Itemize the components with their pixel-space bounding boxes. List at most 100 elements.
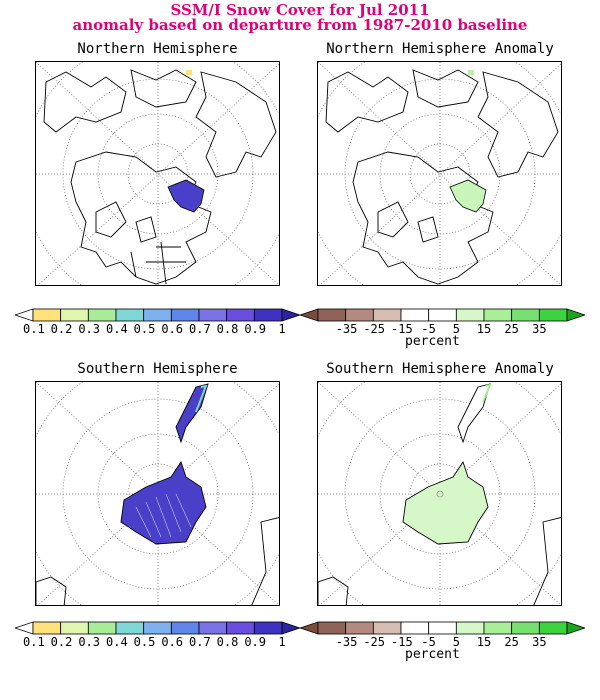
anomaly-colorbar-tick-label: 25 (504, 635, 519, 649)
anomaly-colorbar-tick-label: -35 (335, 635, 358, 649)
colorbar-anomaly-bottom (298, 620, 587, 639)
anomaly-colorbar-tick-label: 35 (532, 635, 547, 649)
colorbar-anomaly-top-ticks: -35 -25 -15 -5 5 15 25 35 (300, 322, 585, 338)
anomaly-colorbar-high-arrow (566, 621, 587, 635)
cover-colorbar-box (226, 308, 255, 322)
anomaly-colorbar-box (345, 621, 374, 635)
anomaly-colorbar-tick-label: 15 (476, 635, 492, 649)
anomaly-colorbar-box (483, 621, 513, 635)
anomaly-colorbar-box (538, 308, 568, 322)
colorbar-anomaly-top (298, 307, 587, 326)
anomaly-colorbar-box (511, 308, 540, 322)
cover-colorbar-tick-label: 0.3 (78, 322, 101, 336)
colorbar-cover-top (13, 307, 302, 326)
cover-colorbar-box (226, 621, 255, 635)
colorbar-unit-top: percent (405, 334, 460, 349)
cover-colorbar-tick-label: 0.4 (106, 322, 128, 336)
anomaly-colorbar-tick-label: 35 (532, 322, 547, 336)
panel-title-northern-hemisphere: Northern Hemisphere (77, 41, 238, 57)
anomaly-colorbar-low-arrow (298, 621, 319, 635)
cover-colorbar-tick-label: 1 (278, 635, 286, 649)
cover-colorbar-tick-label: 0.7 (189, 635, 211, 649)
cover-colorbar-box (170, 621, 200, 635)
cover-colorbar-box (60, 621, 89, 635)
cover-colorbar-tick-label: 0.9 (244, 322, 267, 336)
colorbar-anomaly-bottom-ticks: -35 -25 -15 -5 5 15 25 35 (300, 635, 585, 651)
anomaly-colorbar-tick-label: 15 (476, 322, 492, 336)
figure-title-line-2: anomaly based on departure from 1987-201… (72, 16, 528, 34)
anomaly-colorbar-box (455, 308, 485, 322)
anomaly-colorbar-box (345, 308, 374, 322)
cover-colorbar-tick-label: 0.8 (216, 635, 239, 649)
colorbar-cover-bottom-ticks: 0.1 0.2 0.3 0.4 0.5 0.6 0.7 0.8 0.9 1 (15, 635, 300, 651)
cover-colorbar-low-arrow (13, 308, 34, 322)
panel-title-southern-hemisphere-anomaly: Southern Hemisphere Anomaly (326, 361, 554, 377)
cover-colorbar-box (87, 621, 117, 635)
anomaly-colorbar-tick-label: 5 (452, 635, 460, 649)
anomaly-colorbar-box (372, 308, 402, 322)
anomaly-colorbar-tick-label: -5 (421, 635, 436, 649)
cover-colorbar-tick-label: 0.4 (106, 635, 128, 649)
cover-colorbar-box (253, 308, 283, 322)
map-southern-hemisphere-snow-cover (35, 381, 280, 606)
cover-colorbar-box (32, 308, 62, 322)
cover-colorbar-high-arrow (281, 621, 302, 635)
cover-colorbar-tick-label: 0.3 (78, 635, 101, 649)
cover-colorbar-box (115, 308, 145, 322)
anomaly-colorbar-tick-label: -15 (391, 322, 413, 336)
anomaly-colorbar-box (483, 308, 513, 322)
cover-colorbar-box (32, 621, 62, 635)
anomaly-colorbar-tick-label: -35 (335, 322, 358, 336)
cover-colorbar-tick-label: 1 (278, 322, 286, 336)
cover-colorbar-box (143, 621, 172, 635)
anomaly-colorbar-tick-label: -15 (391, 635, 413, 649)
cover-colorbar-tick-label: 0.6 (161, 322, 184, 336)
cover-colorbar-high-arrow (281, 308, 302, 322)
anomaly-colorbar-tick-label: 25 (504, 322, 519, 336)
anomaly-colorbar-box (317, 308, 347, 322)
anomaly-colorbar-box (317, 621, 347, 635)
map-northern-hemisphere-anomaly (317, 61, 562, 286)
anomaly-colorbar-box (538, 621, 568, 635)
cover-colorbar-tick-label: 0.2 (50, 322, 73, 336)
anomaly-colorbar-high-arrow (566, 308, 587, 322)
anomaly-colorbar-tick-label: -25 (363, 635, 386, 649)
cover-colorbar-box (87, 308, 117, 322)
anomaly-colorbar-box (400, 308, 430, 322)
figure-title-line-1: SSM/I Snow Cover for Jul 2011 (170, 1, 430, 19)
anomaly-colorbar-box (511, 621, 540, 635)
cover-colorbar-tick-label: 0.5 (133, 322, 156, 336)
anomaly-colorbar-box (428, 308, 457, 322)
cover-colorbar-box (198, 621, 228, 635)
cover-colorbar-tick-label: 0.1 (23, 635, 45, 649)
panel-title-southern-hemisphere: Southern Hemisphere (77, 361, 238, 377)
panel-title-northern-hemisphere-anomaly: Northern Hemisphere Anomaly (326, 41, 554, 57)
map-southern-hemisphere-anomaly (317, 381, 562, 606)
anomaly-colorbar-tick-label: -25 (363, 322, 386, 336)
cover-colorbar-box (198, 308, 228, 322)
cover-colorbar-tick-label: 0.1 (23, 322, 45, 336)
cover-colorbar-box (143, 308, 172, 322)
colorbar-cover-top-ticks: 0.1 0.2 0.3 0.4 0.5 0.6 0.7 0.8 0.9 1 (15, 322, 300, 338)
cover-colorbar-tick-label: 0.2 (50, 635, 73, 649)
anomaly-colorbar-box (455, 621, 485, 635)
anomaly-colorbar-box (428, 621, 457, 635)
cover-colorbar-box (115, 621, 145, 635)
cover-colorbar-tick-label: 0.6 (161, 635, 184, 649)
cover-colorbar-box (60, 308, 89, 322)
colorbar-cover-bottom (13, 620, 302, 639)
anomaly-colorbar-tick-label: -5 (421, 322, 436, 336)
anomaly-colorbar-box (372, 621, 402, 635)
anomaly-colorbar-tick-label: 5 (452, 322, 460, 336)
cover-colorbar-tick-label: 0.7 (189, 322, 211, 336)
cover-colorbar-box (170, 308, 200, 322)
cover-colorbar-tick-label: 0.5 (133, 635, 156, 649)
anomaly-colorbar-box (400, 621, 430, 635)
cover-colorbar-tick-label: 0.9 (244, 635, 267, 649)
colorbar-unit-bottom: percent (405, 647, 460, 662)
anomaly-colorbar-low-arrow (298, 308, 319, 322)
map-northern-hemisphere-snow-cover (35, 61, 280, 286)
cover-colorbar-box (253, 621, 283, 635)
cover-colorbar-tick-label: 0.8 (216, 322, 239, 336)
cover-colorbar-low-arrow (13, 621, 34, 635)
